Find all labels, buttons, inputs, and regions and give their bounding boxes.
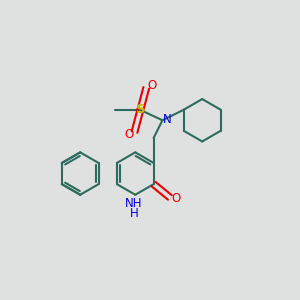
Text: S: S <box>136 103 145 116</box>
Text: N: N <box>163 113 172 126</box>
Text: NH: NH <box>125 197 142 210</box>
Text: O: O <box>171 192 180 206</box>
Text: H: H <box>129 206 138 220</box>
Text: O: O <box>124 128 134 141</box>
Text: O: O <box>147 79 156 92</box>
